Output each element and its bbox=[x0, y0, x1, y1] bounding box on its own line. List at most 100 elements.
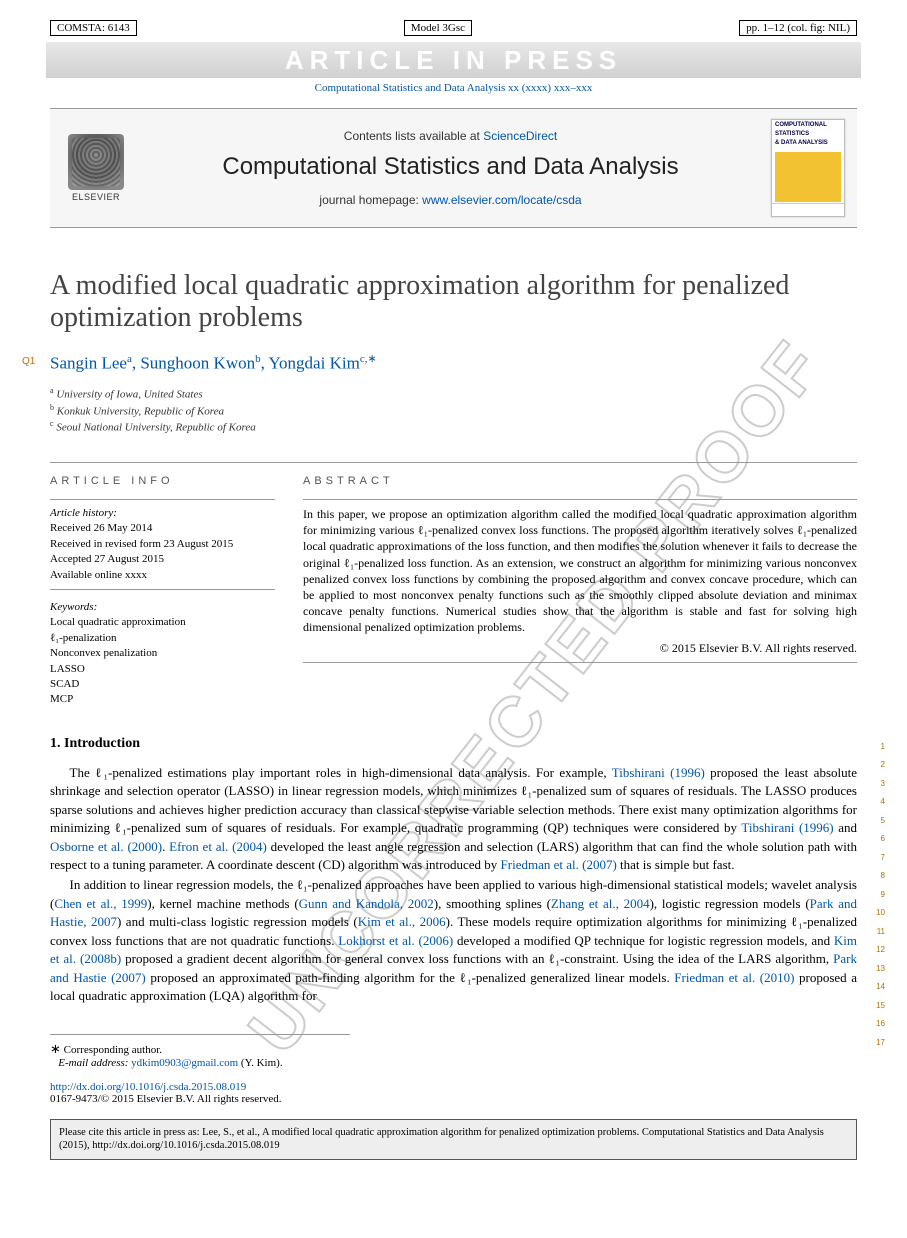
cite-efron-2004[interactable]: Efron et al. (2004) bbox=[169, 839, 267, 854]
homepage-prefix: journal homepage: bbox=[319, 193, 422, 207]
email-label: E-mail address: bbox=[58, 1057, 128, 1069]
aff-text-a: University of Iowa, United States bbox=[56, 389, 202, 401]
para-1: The ℓ₁-penalized estimations play import… bbox=[50, 764, 857, 875]
article-history-block: Article history: Received 26 May 2014 Re… bbox=[50, 499, 275, 590]
article-in-press-banner: ARTICLE IN PRESS bbox=[46, 42, 861, 78]
author-1[interactable]: Sangin Lee bbox=[50, 354, 127, 373]
txt: ), logistic regression models ( bbox=[650, 896, 810, 911]
ln: 6 bbox=[876, 830, 885, 849]
keyword-6: MCP bbox=[50, 693, 73, 705]
abstract-column: abstract In this paper, we propose an op… bbox=[303, 463, 857, 708]
keyword-2: ℓ₁-penalization bbox=[50, 632, 117, 644]
cite-friedman-2007[interactable]: Friedman et al. (2007) bbox=[501, 857, 617, 872]
corresponding-who: (Y. Kim). bbox=[241, 1057, 283, 1069]
history-online: Available online xxxx bbox=[50, 569, 147, 581]
cover-line1: COMPUTATIONAL bbox=[772, 120, 844, 129]
info-abstract-row: article info Article history: Received 2… bbox=[50, 462, 857, 708]
journal-cover-thumbnail: COMPUTATIONAL STATISTICS & DATA ANALYSIS bbox=[771, 119, 845, 217]
affiliation-a: a University of Iowa, United States bbox=[50, 386, 857, 401]
elsevier-name: ELSEVIER bbox=[62, 192, 130, 202]
txt: ), smoothing splines ( bbox=[434, 896, 551, 911]
abstract-text: In this paper, we propose an optimizatio… bbox=[303, 507, 857, 634]
txt: The ℓ₁-penalized estimations play import… bbox=[70, 765, 612, 780]
ln: 10 bbox=[876, 904, 885, 923]
keywords-label: Keywords: bbox=[50, 601, 97, 613]
running-head: Computational Statistics and Data Analys… bbox=[50, 82, 857, 94]
journal-homepage-link[interactable]: www.elsevier.com/locate/csda bbox=[422, 193, 581, 207]
aff-text-c: Seoul National University, Republic of K… bbox=[56, 422, 255, 434]
author-list: Q1 Sangin Leea, Sunghoon Kwonb, Yongdai … bbox=[50, 352, 857, 374]
cover-art-icon bbox=[775, 152, 841, 202]
corresponding-star-icon: ,∗ bbox=[365, 353, 377, 365]
issn-copyright: 0167-9473/© 2015 Elsevier B.V. All right… bbox=[50, 1093, 282, 1105]
contents-lists-line: Contents lists available at ScienceDirec… bbox=[142, 129, 759, 143]
txt: proposed a gradient decent algorithm for… bbox=[121, 951, 833, 966]
author-2[interactable]: Sunghoon Kwon bbox=[140, 354, 255, 373]
ln: 3 bbox=[876, 775, 885, 794]
introduction-body: 1 2 3 4 5 6 7 8 9 10 11 12 13 14 15 16 1… bbox=[50, 764, 857, 1006]
ln: 13 bbox=[876, 960, 885, 979]
aff-key-b: b bbox=[50, 403, 54, 412]
article-in-press-label: ARTICLE IN PRESS bbox=[285, 45, 622, 76]
footnotes: ∗ Corresponding author. E-mail address: … bbox=[50, 1034, 350, 1069]
ln: 17 bbox=[876, 1034, 885, 1053]
para-2: In addition to linear regression models,… bbox=[50, 876, 857, 1005]
keyword-4: LASSO bbox=[50, 663, 85, 675]
history-received: Received 26 May 2014 bbox=[50, 522, 152, 534]
cite-chen-1999[interactable]: Chen et al., 1999 bbox=[54, 896, 147, 911]
abstract-body: In this paper, we propose an optimizatio… bbox=[303, 499, 857, 663]
ln: 14 bbox=[876, 978, 885, 997]
keyword-3: Nonconvex penalization bbox=[50, 647, 157, 659]
article-title: A modified local quadratic approximation… bbox=[50, 270, 857, 334]
ln: 15 bbox=[876, 997, 885, 1016]
sciencedirect-link[interactable]: ScienceDirect bbox=[483, 129, 557, 143]
author-1-aff: a bbox=[127, 353, 132, 365]
author-3[interactable]: Yongdai Kim bbox=[268, 354, 359, 373]
journal-title: Computational Statistics and Data Analys… bbox=[142, 153, 759, 181]
ln: 8 bbox=[876, 867, 885, 886]
pagination-box: pp. 1–12 (col. fig: NIL) bbox=[739, 20, 857, 36]
line-number-gutter: 1 2 3 4 5 6 7 8 9 10 11 12 13 14 15 16 1… bbox=[876, 738, 885, 1053]
cite-zhang-2004[interactable]: Zhang et al., 2004 bbox=[551, 896, 650, 911]
doi-link[interactable]: http://dx.doi.org/10.1016/j.csda.2015.08… bbox=[50, 1081, 246, 1093]
cite-tibshirani-1996b[interactable]: Tibshirani (1996) bbox=[741, 820, 833, 835]
cite-tibshirani-1996a[interactable]: Tibshirani (1996) bbox=[612, 765, 705, 780]
aff-key-a: a bbox=[50, 386, 54, 395]
cover-footer-icon bbox=[772, 203, 844, 216]
ln: 12 bbox=[876, 941, 885, 960]
model-box: Model 3Gsc bbox=[404, 20, 472, 36]
txt: and bbox=[834, 820, 857, 835]
cite-friedman-2010[interactable]: Friedman et al. (2010) bbox=[674, 970, 794, 985]
keyword-5: SCAD bbox=[50, 678, 79, 690]
abstract-heading: abstract bbox=[303, 463, 857, 495]
citation-text: Please cite this article in press as: Le… bbox=[59, 1127, 824, 1152]
cite-gunn-2002[interactable]: Gunn and Kandola, 2002 bbox=[299, 896, 434, 911]
query-marker-q1: Q1 bbox=[22, 356, 35, 367]
cite-lokhorst-2006[interactable]: Lokhorst et al. (2006) bbox=[338, 933, 453, 948]
aff-text-b: Konkuk University, Republic of Korea bbox=[57, 405, 224, 417]
affiliations: a University of Iowa, United States b Ko… bbox=[50, 386, 857, 434]
elsevier-logo: ELSEVIER bbox=[62, 134, 130, 202]
author-2-aff: b bbox=[255, 353, 261, 365]
top-meta-row: COMSTA: 6143 Model 3Gsc pp. 1–12 (col. f… bbox=[50, 20, 857, 36]
doc-id-box: COMSTA: 6143 bbox=[50, 20, 137, 36]
ln: 9 bbox=[876, 886, 885, 905]
elsevier-tree-icon bbox=[68, 134, 124, 190]
history-revised: Received in revised form 23 August 2015 bbox=[50, 538, 233, 550]
history-label: Article history: bbox=[50, 507, 117, 519]
citation-box: Please cite this article in press as: Le… bbox=[50, 1119, 857, 1160]
affiliation-b: b Konkuk University, Republic of Korea bbox=[50, 403, 857, 418]
txt: ), kernel machine methods ( bbox=[147, 896, 298, 911]
journal-homepage-line: journal homepage: www.elsevier.com/locat… bbox=[142, 193, 759, 207]
cover-line2: STATISTICS bbox=[772, 129, 844, 138]
ln: 4 bbox=[876, 793, 885, 812]
corresponding-email-link[interactable]: ydkim0903@gmail.com bbox=[131, 1057, 238, 1069]
cite-kim-2006[interactable]: Kim et al., 2006 bbox=[358, 914, 446, 929]
cite-osborne-2000[interactable]: Osborne et al. (2000) bbox=[50, 839, 162, 854]
history-accepted: Accepted 27 August 2015 bbox=[50, 553, 164, 565]
ln: 16 bbox=[876, 1015, 885, 1034]
running-head-link[interactable]: Computational Statistics and Data Analys… bbox=[315, 82, 593, 94]
ln: 5 bbox=[876, 812, 885, 831]
article-info-column: article info Article history: Received 2… bbox=[50, 463, 275, 708]
ln: 1 bbox=[876, 738, 885, 757]
